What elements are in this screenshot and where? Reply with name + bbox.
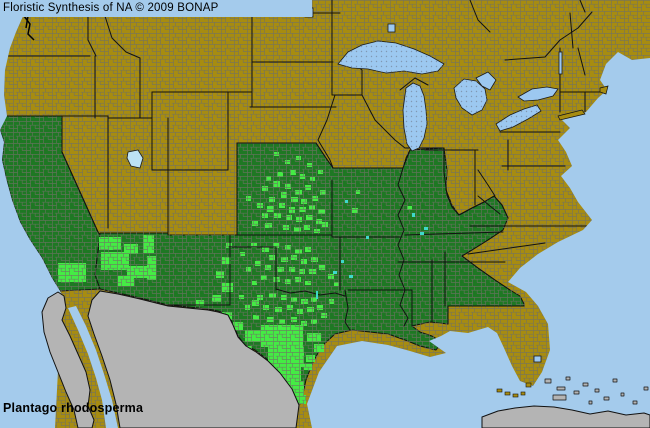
no-data-lands [41, 290, 650, 428]
puget-sound [23, 15, 35, 41]
pacific-south [0, 130, 62, 428]
lake-nipigon [387, 23, 396, 33]
long-island [557, 109, 586, 121]
georgian-bay [475, 71, 497, 91]
lake-ontario [517, 86, 559, 102]
atlantic-gulf [307, 52, 650, 428]
great-lakes [126, 7, 563, 363]
great-salt-lake [126, 149, 144, 169]
lake-okeechobee [533, 355, 542, 363]
cuba [481, 405, 650, 428]
inland-reservoirs [316, 200, 428, 299]
lake-dot-texture [338, 41, 541, 151]
gulf-of-california [68, 306, 118, 428]
lake-champlain [558, 51, 563, 75]
map-title: Floristic Synthesis of NA © 2009 BONAP [0, 0, 312, 17]
bahamas [544, 376, 649, 405]
pacific-north [0, 0, 30, 130]
baja-california [41, 291, 95, 428]
mexico-mainland [87, 290, 300, 428]
species-name-label: Plantago rhodosperma [3, 401, 144, 415]
cape-cod [599, 85, 609, 95]
coastal-details [23, 15, 609, 398]
florida-keys [496, 382, 532, 398]
